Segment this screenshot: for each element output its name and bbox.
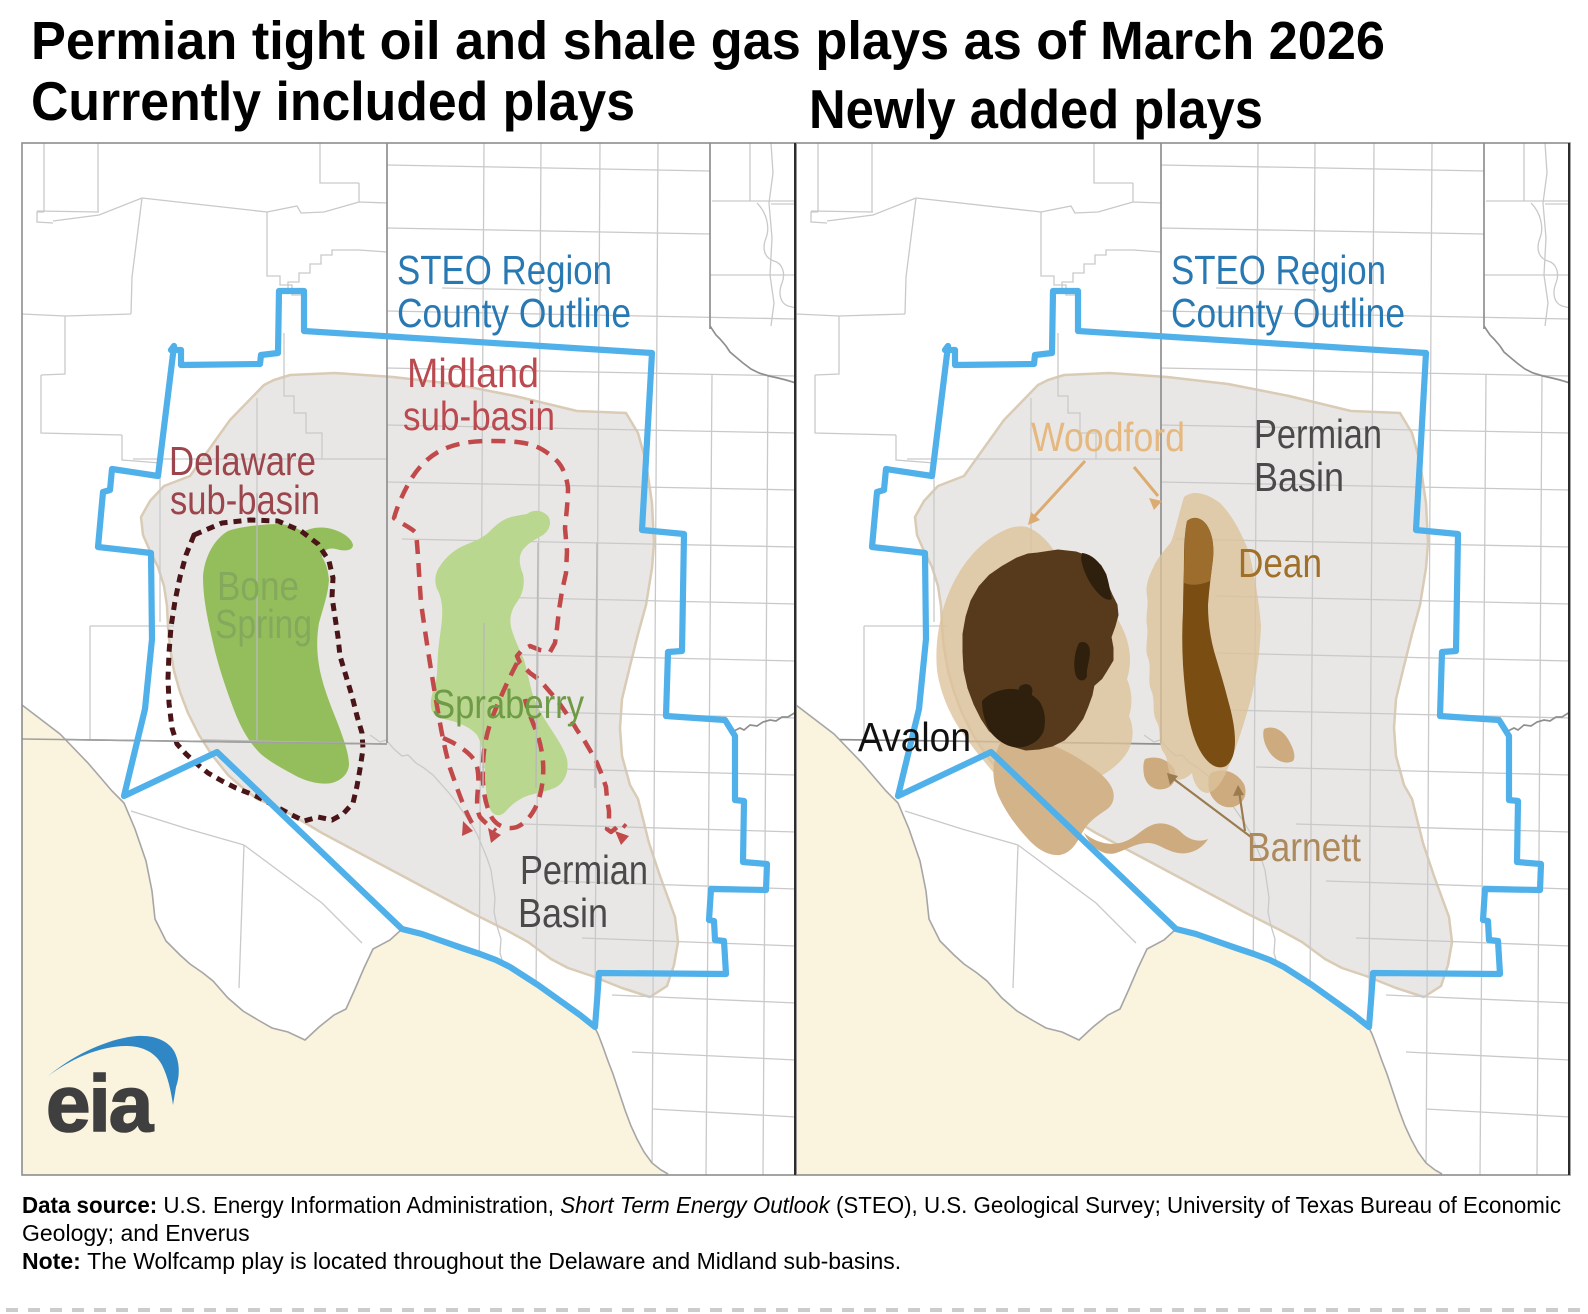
svg-text:Spraberry: Spraberry (432, 681, 584, 727)
svg-text:Dean: Dean (1238, 540, 1322, 586)
svg-text:eia: eia (46, 1059, 154, 1148)
svg-text:Newly added plays: Newly added plays (809, 78, 1263, 140)
svg-text:Delaware: Delaware (169, 438, 316, 484)
svg-text:Permian tight oil and shale ga: Permian tight oil and shale gas plays as… (31, 11, 1385, 71)
svg-text:Barnett: Barnett (1247, 824, 1362, 870)
svg-text:Basin: Basin (518, 890, 608, 936)
svg-text:STEO Region: STEO Region (1171, 247, 1386, 293)
svg-text:Geology; and Enverus: Geology; and Enverus (22, 1220, 250, 1246)
svg-text:County Outline: County Outline (1171, 290, 1405, 336)
svg-text:Data source: U.S. Energy Infor: Data source: U.S. Energy Information Adm… (22, 1192, 1561, 1218)
svg-text:STEO Region: STEO Region (397, 247, 612, 293)
svg-text:sub-basin: sub-basin (170, 477, 320, 523)
svg-text:sub-basin: sub-basin (403, 393, 555, 439)
svg-text:Basin: Basin (1254, 454, 1344, 500)
svg-text:County Outline: County Outline (397, 290, 631, 336)
svg-text:Spring: Spring (215, 601, 312, 647)
svg-text:Permian: Permian (520, 847, 648, 893)
svg-text:Note: The Wolfcamp play is loc: Note: The Wolfcamp play is located throu… (22, 1248, 901, 1274)
svg-text:Midland: Midland (407, 350, 539, 396)
svg-text:Permian: Permian (1254, 411, 1382, 457)
svg-text:Bone: Bone (217, 563, 299, 609)
svg-text:Woodford: Woodford (1031, 414, 1185, 460)
svg-text:Avalon: Avalon (858, 714, 971, 760)
svg-text:Currently included plays: Currently included plays (31, 70, 635, 132)
